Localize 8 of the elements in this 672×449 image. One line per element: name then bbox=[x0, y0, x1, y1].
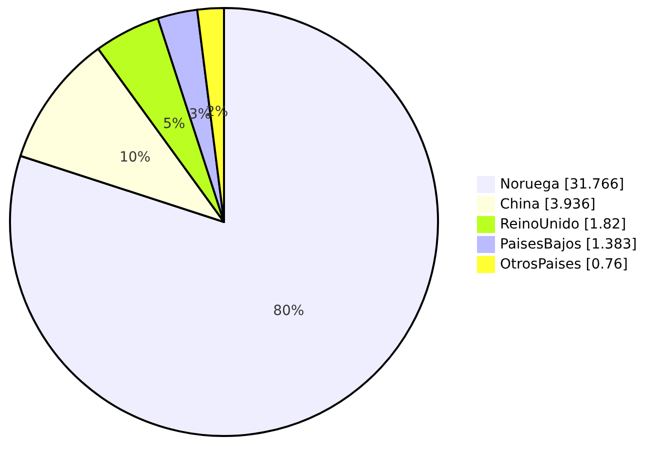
legend-label: China [3.936] bbox=[500, 196, 596, 212]
data-label: 10% bbox=[119, 149, 151, 166]
legend-label: ReinoUnido [1.82] bbox=[500, 216, 626, 232]
legend-label: Noruega [31.766] bbox=[500, 176, 624, 192]
data-label: 80% bbox=[273, 302, 304, 319]
legend-label: PaisesBajos [1.383] bbox=[500, 236, 637, 252]
data-label: 5% bbox=[162, 116, 186, 132]
legend-label: OtrosPaises [0.76] bbox=[500, 256, 628, 272]
